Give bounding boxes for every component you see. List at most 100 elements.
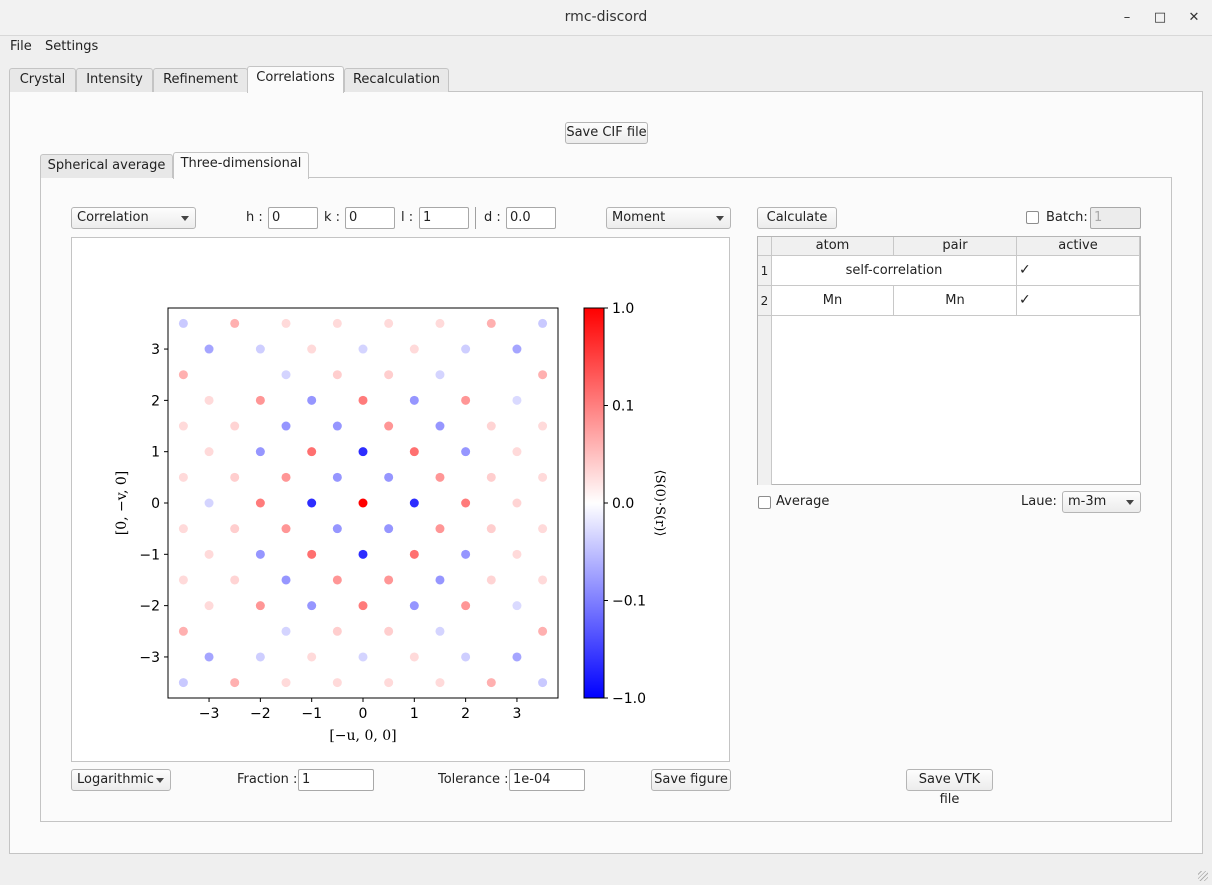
data-point [486,318,496,328]
y-tick-label: 0 [151,496,160,512]
data-point [435,318,445,328]
resize-grip[interactable] [1198,871,1208,881]
data-point [204,498,214,508]
row-number[interactable]: 2 [758,286,772,316]
data-point [538,472,548,482]
data-point [255,395,265,405]
x-tick-label: −1 [301,706,322,722]
scale-combo[interactable]: Logarithmic [71,769,171,791]
header-pair[interactable]: pair [894,237,1017,256]
batch-label: Batch: [1046,210,1088,225]
k-input[interactable]: 0 [345,207,395,229]
table-corner [758,237,772,256]
data-point [204,344,214,354]
data-point [255,601,265,611]
data-point [409,498,419,508]
tab-three-dimensional[interactable]: Three-dimensional [173,152,309,179]
minimize-icon[interactable]: – [1123,10,1131,25]
data-point [307,395,317,405]
data-point [384,472,394,482]
maximize-icon[interactable]: □ [1153,10,1167,25]
data-point [409,601,419,611]
data-point [512,447,522,457]
data-point [281,626,291,636]
chevron-down-icon [716,216,724,221]
data-point [461,344,471,354]
calculate-button[interactable]: Calculate [757,207,837,229]
tab-spherical-average[interactable]: Spherical average [40,154,173,178]
header-active[interactable]: active [1017,237,1140,256]
tab-refinement[interactable]: Refinement [153,68,248,92]
data-point [384,318,394,328]
correlation-type-combo[interactable]: Correlation [71,207,196,229]
data-point [255,652,265,662]
close-icon[interactable]: ✕ [1188,10,1200,25]
data-point [409,652,419,662]
d-input[interactable]: 0.0 [506,207,556,229]
tolerance-input[interactable]: 1e-04 [509,769,585,791]
average-checkbox[interactable] [758,496,771,509]
data-point [178,678,188,688]
y-ticks: 3 2 1 0 −1 −2 −3 [139,342,168,666]
fraction-input[interactable]: 1 [298,769,374,791]
checkmark-icon[interactable]: ✓ [1019,262,1031,278]
correlation-combo-label: Correlation [77,210,149,225]
table-cell-atom[interactable]: self-correlation [772,256,1017,286]
plot-canvas[interactable]: −3 −2 −1 0 1 2 3 3 2 1 0 −1 −2 −3 [−u, 0, 0] [0, −v,… [71,237,730,762]
menu-settings[interactable]: Settings [45,39,99,54]
laue-combo-label: m-3m [1068,494,1107,509]
data-point [461,652,471,662]
l-input[interactable]: 1 [419,207,469,229]
tab-crystal[interactable]: Crystal [9,68,76,92]
data-point [332,370,342,380]
data-point [230,575,240,585]
menu-file[interactable]: File [10,39,32,54]
data-point [409,447,419,457]
data-point [461,395,471,405]
laue-combo[interactable]: m-3m [1062,491,1141,513]
data-point [332,524,342,534]
data-point [358,447,368,457]
data-point [281,472,291,482]
menu-bar [0,37,1212,57]
y-tick-label: −2 [139,599,160,615]
batch-input[interactable]: 1 [1090,207,1141,229]
data-point [204,395,214,405]
data-point [384,626,394,636]
scale-combo-label: Logarithmic [77,772,154,787]
data-point [384,421,394,431]
save-cif-button[interactable]: Save CIF file [565,122,648,144]
tab-intensity[interactable]: Intensity [76,68,153,92]
row-number[interactable]: 1 [758,256,772,286]
data-point [255,344,265,354]
header-atom[interactable]: atom [772,237,894,256]
fraction-label: Fraction : [237,772,298,787]
colorbar-tick-label: −0.1 [612,594,646,610]
data-point [461,447,471,457]
data-point [307,344,317,354]
data-point [281,575,291,585]
table-cell-active[interactable]: ✓ [1017,286,1140,316]
data-point [435,421,445,431]
table-cell-active[interactable]: ✓ [1017,256,1140,286]
data-point [230,318,240,328]
moment-combo[interactable]: Moment [606,207,731,229]
x-axis-label: [−u, 0, 0] [329,728,396,744]
table-cell-pair[interactable]: Mn [894,286,1017,316]
tab-recalculation[interactable]: Recalculation [344,68,449,92]
l-label: l : [401,210,414,225]
data-point [204,652,214,662]
pairs-table[interactable]: atom pair active 1 self-correlation ✓ 2 … [757,236,1141,485]
colorbar [583,307,605,699]
table-cell-atom[interactable]: Mn [772,286,894,316]
save-figure-button[interactable]: Save figure [651,769,731,791]
tab-correlations[interactable]: Correlations [247,66,344,93]
data-point [486,421,496,431]
checkmark-icon[interactable]: ✓ [1019,292,1031,308]
data-point [538,318,548,328]
save-vtk-button[interactable]: Save VTK file [906,769,993,807]
h-input[interactable]: 0 [268,207,318,229]
data-point [538,575,548,585]
batch-checkbox[interactable] [1026,211,1039,224]
data-point [281,524,291,534]
